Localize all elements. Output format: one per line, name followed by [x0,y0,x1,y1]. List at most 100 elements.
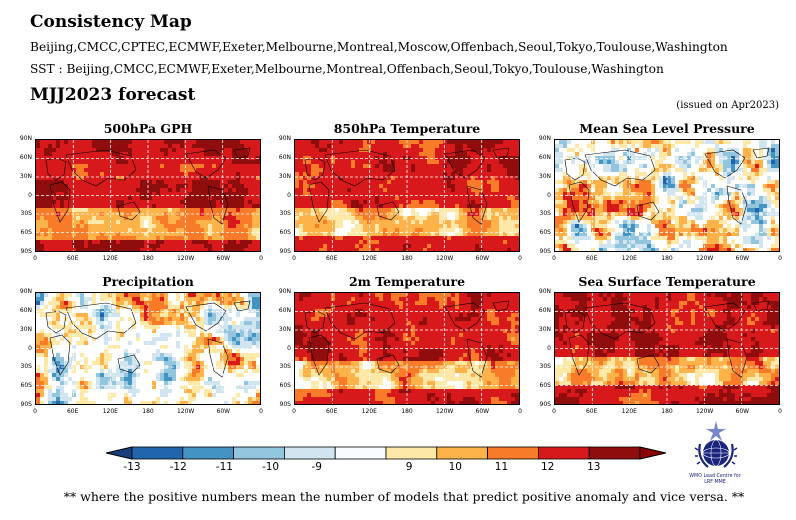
lat-label: 90S [20,401,32,408]
colorbar-label: -10 [261,461,280,473]
lon-label: 120W [695,408,714,415]
lat-label: 60N [538,306,551,314]
colorbar-label: -9 [311,461,322,473]
lon-label: 60W [216,255,231,262]
forecast-map [294,139,520,252]
lat-label: 60N [19,306,32,314]
lat-label: 60N [538,153,551,161]
panel-title: 850hPa Temperature [333,121,481,136]
colorbar-segment [537,446,590,460]
lon-label: 60W [475,408,490,415]
lon-label: 0 [33,255,37,262]
colorbar-segment [334,446,387,460]
lon-label: 180 [401,408,413,415]
wmo-logo [688,420,744,476]
lon-label: 120W [695,255,714,262]
colorbar-segment [385,446,438,460]
lat-label: 90S [539,401,551,408]
lon-label: 60W [216,408,231,415]
lat-label: 60N [19,153,32,161]
forecast-map [294,292,520,405]
colorbar-segment [182,446,235,460]
lon-label: 60E [585,255,598,262]
lon-label: 120W [176,408,195,415]
colorbar-graphic [105,446,667,460]
lat-label: 30N [19,325,32,333]
lat-label: 30S [20,210,32,218]
lat-label: 30S [279,363,291,371]
lon-label: 60W [735,255,750,262]
colorbar-segment [233,446,285,460]
lat-label: 0 [287,191,291,199]
colorbar-label: -11 [215,461,233,473]
lat-label: 90N [19,135,32,142]
lat-label: 90N [538,135,551,142]
panel-title: 2m Temperature [348,274,466,289]
lat-label: 30S [539,363,551,371]
lon-label: 180 [661,255,673,262]
panel-title: 500hPa GPH [103,121,193,136]
lat-label: 90S [20,248,32,255]
colorbar-label: -13 [123,461,141,473]
lat-label: 60S [279,229,291,237]
lat-label: 90S [279,401,291,408]
lon-label: 180 [142,255,154,262]
lat-label: 60S [539,382,551,390]
lon-label: 180 [142,408,154,415]
lon-label: 60E [325,255,338,262]
lon-label: 0 [552,255,556,262]
lat-label: 30S [279,210,291,218]
lat-label: 30N [19,172,32,180]
lat-label: 30S [539,210,551,218]
lon-label: 0 [518,255,522,262]
lat-label: 30N [278,325,291,333]
colorbar-segment [588,446,641,460]
lat-label: 0 [28,344,32,352]
lon-label: 120W [435,408,454,415]
lon-label: 60E [66,255,79,262]
colorbar-segment [283,446,336,460]
lat-label: 90S [539,248,551,255]
lat-label: 30S [20,363,32,371]
lat-label: 90N [278,135,291,142]
lon-label: 120E [102,255,118,262]
lat-label: 90S [279,248,291,255]
lat-label: 0 [547,344,551,352]
colorbar-label: 13 [587,461,601,473]
colorbar-label: 11 [494,461,509,473]
colorbar-label: 9 [405,461,413,473]
lat-label: 60S [279,382,291,390]
forecast-period: MJJ2023 forecast [30,85,196,105]
lat-label: 60S [539,229,551,237]
sst-models-list: SST : Beijing,CMCC,ECMWF,Exeter,Melbourn… [30,62,664,76]
forecast-map [35,139,261,252]
lon-label: 60W [475,255,490,262]
lon-label: 120E [361,255,377,262]
lat-label: 60N [278,153,291,161]
forecast-map [35,292,261,405]
lat-label: 60S [20,229,32,237]
lon-label: 180 [401,255,413,262]
page-title: Consistency Map [30,12,192,32]
panel-title: Mean Sea Level Pressure [579,121,755,136]
lon-label: 0 [292,255,296,262]
panel-title: Sea Surface Temperature [578,274,756,289]
colorbar-label: 12 [540,461,555,473]
lon-label: 0 [778,408,782,415]
lat-label: 0 [547,191,551,199]
forecast-map [554,292,780,405]
lon-label: 60E [66,408,79,415]
lat-label: 90N [278,288,291,295]
wmo-logo-line1: WMO Lead Centre for [689,474,741,479]
lon-label: 180 [661,408,673,415]
lon-label: 0 [552,408,556,415]
lon-label: 0 [518,408,522,415]
lat-label: 30N [538,172,551,180]
wmo-logo-line2: LRF MME [704,480,726,485]
wmo-emblem-icon [694,421,738,468]
models-list: Beijing,CMCC,CPTEC,ECMWF,Exeter,Melbourn… [30,40,728,54]
panel-title: Precipitation [102,274,194,289]
colorbar-label: -12 [169,461,187,473]
lon-label: 120E [361,408,377,415]
colorbar-segment [436,446,488,460]
